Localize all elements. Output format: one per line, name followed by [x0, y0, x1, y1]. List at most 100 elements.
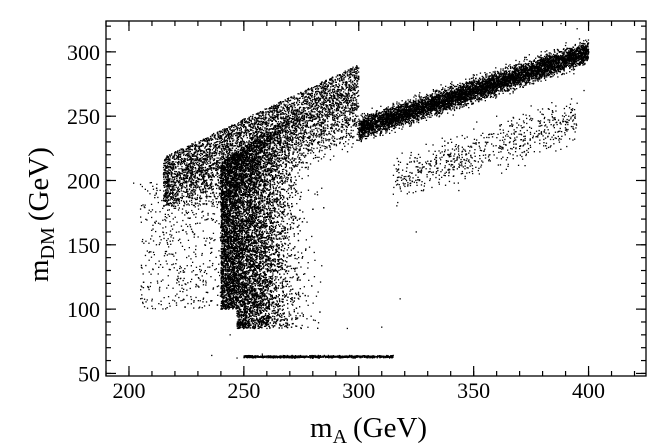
data-point — [263, 209, 265, 211]
data-point — [248, 259, 251, 261]
data-point — [234, 290, 236, 293]
data-point — [270, 303, 272, 305]
data-point — [241, 227, 243, 230]
data-point — [272, 170, 274, 172]
data-point — [268, 226, 271, 228]
data-point — [244, 317, 246, 319]
data-point — [312, 319, 315, 321]
data-point — [258, 326, 261, 328]
data-point — [252, 194, 254, 197]
data-point — [227, 268, 229, 270]
data-point — [248, 251, 251, 253]
data-point — [241, 246, 243, 248]
data-point — [271, 279, 273, 281]
data-point — [247, 279, 249, 282]
data-point — [253, 249, 255, 251]
data-point — [223, 176, 225, 178]
data-point — [282, 143, 285, 146]
data-point — [285, 158, 287, 160]
data-point — [279, 277, 282, 279]
data-point — [243, 214, 245, 216]
data-point — [237, 200, 239, 202]
data-point — [254, 315, 256, 317]
data-point — [271, 312, 273, 314]
data-point — [255, 189, 257, 191]
data-point — [224, 218, 226, 220]
data-point — [237, 253, 239, 255]
data-point — [292, 267, 295, 270]
data-point — [238, 245, 240, 248]
data-point — [297, 251, 299, 253]
data-point — [247, 214, 249, 216]
data-point — [229, 212, 231, 214]
data-point — [315, 295, 318, 297]
data-point — [288, 187, 290, 190]
data-point — [270, 266, 272, 268]
data-point — [236, 305, 238, 307]
data-point — [245, 232, 247, 234]
data-point — [281, 220, 283, 222]
data-point — [272, 176, 274, 178]
data-point — [235, 287, 237, 289]
data-point — [226, 237, 228, 239]
data-point — [279, 313, 282, 315]
data-point — [254, 312, 256, 314]
data-point — [243, 286, 245, 288]
data-point — [280, 241, 282, 243]
data-point — [263, 183, 265, 185]
data-point — [282, 254, 284, 256]
data-point — [223, 208, 225, 210]
data-point — [281, 169, 284, 171]
data-point — [227, 272, 229, 275]
data-point — [241, 244, 243, 246]
data-point — [263, 292, 265, 294]
data-point — [250, 205, 252, 207]
data-point — [237, 233, 239, 236]
data-point — [280, 203, 282, 205]
data-point — [276, 276, 278, 278]
data-point — [261, 280, 263, 282]
data-point — [293, 149, 295, 151]
data-point — [231, 266, 233, 268]
data-point — [227, 216, 229, 219]
data-point — [235, 270, 237, 273]
data-point — [285, 317, 287, 320]
data-point — [246, 315, 248, 317]
data-point — [299, 217, 301, 220]
data-point — [226, 177, 229, 179]
data-point — [251, 305, 253, 307]
data-point — [258, 314, 260, 316]
data-point — [258, 220, 260, 223]
data-point — [266, 323, 268, 326]
data-point — [253, 194, 255, 196]
data-point — [267, 263, 269, 265]
data-point — [268, 199, 271, 202]
data-point — [252, 226, 255, 228]
data-point — [229, 190, 231, 193]
data-point — [279, 210, 281, 212]
data-point — [258, 320, 260, 323]
data-point — [314, 259, 316, 261]
data-point — [221, 214, 223, 217]
data-point — [250, 264, 252, 266]
data-point — [241, 195, 244, 197]
data-point — [280, 223, 282, 225]
data-point — [267, 301, 269, 303]
data-point — [225, 191, 227, 193]
data-point — [229, 292, 231, 295]
data-point — [267, 205, 270, 207]
data-point — [245, 265, 247, 267]
data-point — [265, 268, 267, 270]
data-point — [230, 165, 233, 167]
data-point — [265, 309, 267, 312]
data-point — [265, 258, 267, 260]
data-point — [228, 215, 230, 217]
data-point — [306, 221, 308, 223]
data-point — [256, 278, 258, 280]
data-point — [239, 227, 242, 230]
data-point — [221, 254, 223, 256]
data-point — [244, 263, 246, 265]
data-point — [272, 222, 274, 224]
data-point — [285, 178, 287, 180]
data-point — [286, 319, 288, 322]
